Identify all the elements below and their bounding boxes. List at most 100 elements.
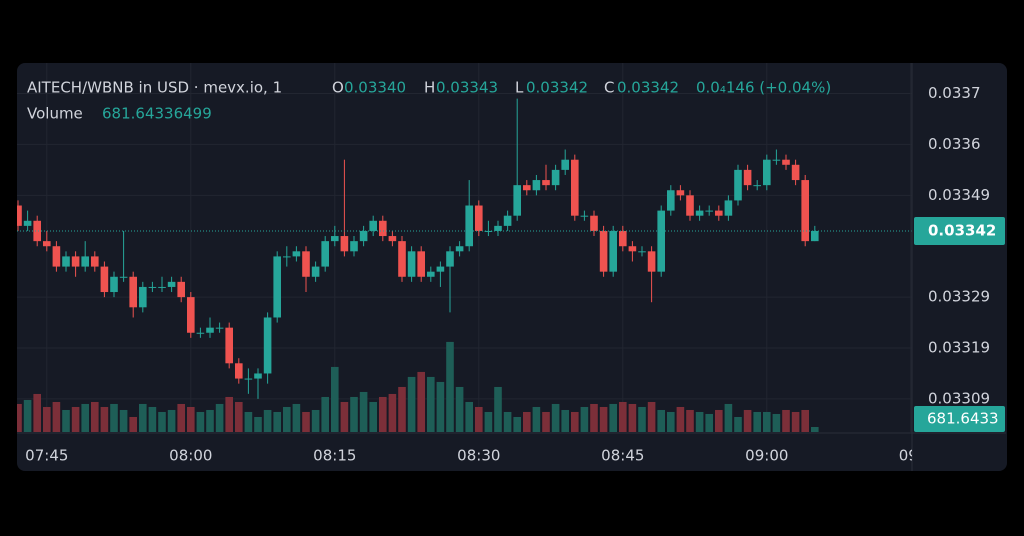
candle-body: [513, 185, 521, 216]
candle-body: [590, 215, 598, 231]
volume-bar: [71, 406, 80, 432]
candle-body: [254, 373, 262, 379]
candle-body: [475, 205, 483, 231]
y-tick-label: 0.0336: [928, 135, 981, 153]
candle-body: [407, 251, 416, 277]
volume-bar: [619, 401, 627, 432]
candle-body: [494, 225, 502, 231]
volume-bar: [667, 411, 675, 432]
candle-body: [62, 256, 70, 267]
volume-bar: [91, 401, 99, 432]
y-tick-label: 0.03329: [928, 288, 990, 306]
grid: [17, 63, 912, 432]
field-label: C: [604, 79, 614, 97]
candle-body: [561, 159, 569, 170]
volume-bar: [580, 406, 589, 432]
volume-bar: [446, 341, 454, 432]
candle-body: [638, 251, 646, 253]
volume-bar: [110, 403, 118, 432]
candle-body: [235, 363, 243, 379]
candle-body: [455, 246, 464, 252]
candle-body: [350, 241, 358, 252]
candle-body: [119, 276, 128, 278]
field-value: 0.03342: [617, 79, 679, 97]
volume-bar: [388, 393, 397, 432]
candle-body: [81, 256, 89, 267]
symbol: AITECH/WBNB in USD · mevx.io, 1: [27, 79, 282, 97]
volume-bar: [494, 386, 502, 432]
volume-bar: [417, 371, 425, 432]
volume-bar: [695, 411, 704, 432]
volume-bar: [647, 401, 656, 432]
candle-body: [571, 159, 579, 216]
candle-body: [359, 230, 368, 242]
price-tag-text: 0.03342: [928, 221, 996, 239]
volume-bar: [167, 409, 176, 432]
candle-body: [311, 266, 320, 277]
volume-bar: [772, 413, 781, 432]
y-tick-label: 0.0337: [928, 84, 981, 102]
y-tick-label: 0.03349: [928, 186, 990, 204]
candle-body: [657, 210, 665, 272]
candle-body: [263, 317, 272, 374]
volume-bar: [359, 391, 368, 432]
candle-body: [110, 276, 118, 293]
candle-body: [379, 220, 387, 237]
x-tick-label: 07:45: [25, 447, 68, 465]
candle-body: [763, 159, 771, 186]
volume-bar: [599, 406, 608, 432]
x-tick-label: 09:00: [745, 447, 788, 465]
volume-bar: [379, 396, 387, 432]
candle-body: [609, 230, 617, 272]
candle-body: [436, 266, 445, 272]
volume-bar: [129, 416, 137, 432]
volume-value: 681.64336499: [102, 105, 212, 123]
candle-body: [71, 256, 80, 267]
candle-body: [148, 286, 157, 288]
volume-bar: [177, 403, 185, 432]
x-tick-label: 09:: [899, 447, 923, 465]
volume-bar: [302, 411, 310, 432]
candle-body: [619, 230, 627, 247]
volume-bar: [119, 409, 128, 432]
volume-bar: [724, 403, 733, 432]
volume-bar: [455, 386, 464, 432]
volume-bar: [743, 409, 752, 432]
field-value: 0.03343: [436, 79, 498, 97]
candle-body: [686, 195, 694, 216]
volume-bar: [590, 403, 598, 432]
plot: [17, 98, 912, 432]
volume-bar: [782, 409, 790, 432]
candle-body: [369, 220, 377, 231]
volume-bar: [484, 411, 493, 432]
field-label: H: [424, 79, 435, 97]
candle-body: [33, 220, 41, 242]
volume-bar: [811, 426, 819, 432]
volume-bar: [542, 411, 550, 432]
volume-tag: [914, 406, 1005, 432]
volume-bar: [628, 403, 637, 432]
candle-body: [17, 205, 22, 226]
candle-body: [503, 215, 512, 226]
x-tick-label: 08:45: [601, 447, 644, 465]
volume-bar: [705, 413, 713, 432]
volume-bar: [753, 411, 761, 432]
candle-body: [811, 230, 819, 242]
volume-bar: [638, 406, 646, 432]
candle-body: [215, 327, 224, 329]
volume-bar: [196, 411, 205, 432]
candle-body: [331, 236, 339, 242]
volume-bar: [311, 409, 320, 432]
volume-bar: [734, 416, 742, 432]
candle-body: [628, 246, 637, 252]
volume-bar: [532, 406, 541, 432]
volume-bar: [283, 406, 291, 432]
candle-body: [139, 286, 147, 308]
candle-body: [388, 236, 397, 242]
candle-body: [43, 241, 51, 247]
volume-bar: [715, 409, 723, 432]
field-value: 0.03340: [344, 79, 406, 97]
candle-body: [273, 256, 281, 318]
x-tick-label: 08:00: [169, 447, 212, 465]
